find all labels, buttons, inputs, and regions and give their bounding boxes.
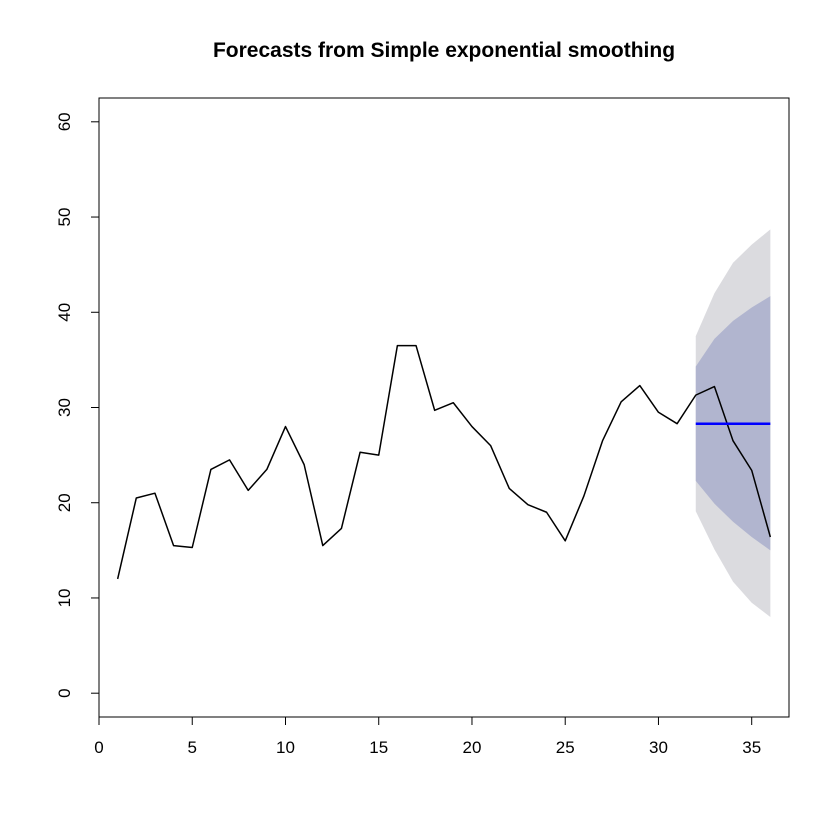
series-lines [116, 344, 772, 580]
y-tick-label: 20 [55, 493, 74, 512]
x-tick-label: 0 [94, 738, 103, 757]
x-tick-label: 15 [369, 738, 388, 757]
x-tick-label: 10 [276, 738, 295, 757]
y-tick-label: 0 [55, 688, 74, 697]
x-tick-label: 20 [463, 738, 482, 757]
x-tick-label: 5 [188, 738, 197, 757]
y-axis: 0 10 20 30 40 50 60 [55, 112, 100, 698]
x-tick-label: 25 [556, 738, 575, 757]
observed-series-line [116, 344, 772, 580]
chart-title: Forecasts from Simple exponential smooth… [213, 39, 675, 62]
x-axis: 0 5 10 15 20 25 30 35 [94, 716, 761, 757]
y-tick-label: 40 [55, 303, 74, 322]
y-tick-label: 10 [55, 589, 74, 608]
y-tick-label: 50 [55, 208, 74, 227]
x-tick-label: 35 [742, 738, 761, 757]
y-tick-label: 30 [55, 398, 74, 417]
y-tick-label: 60 [55, 112, 74, 131]
plot-frame [98, 97, 790, 718]
x-tick-label: 30 [649, 738, 668, 757]
